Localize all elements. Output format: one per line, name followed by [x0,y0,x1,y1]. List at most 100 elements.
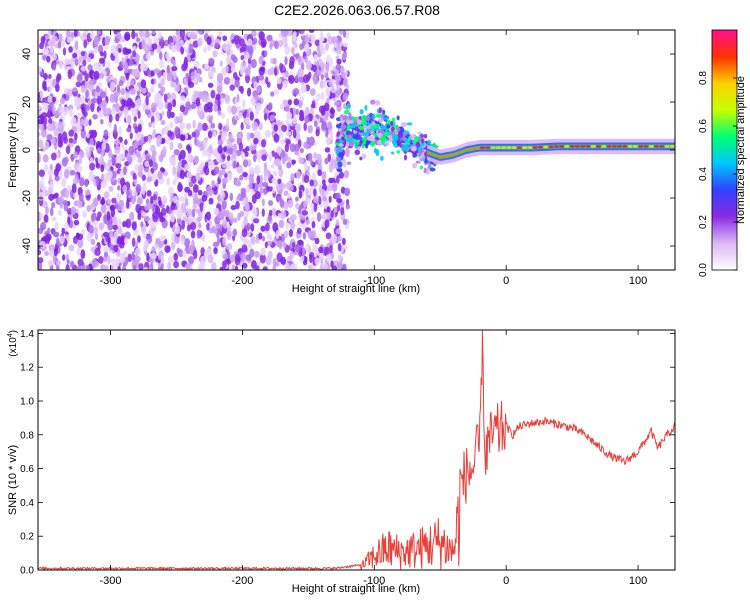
noise-blob [331,92,336,99]
noise-blob [73,219,80,226]
noise-blob [140,79,147,89]
noise-blob [185,72,190,79]
noise-blob [270,163,275,169]
noise-blob [293,30,297,37]
noise-blob [325,130,329,138]
snr-y-tick-label: 0.0 [20,566,34,577]
noise-blob [50,125,54,132]
noise-blob [92,129,97,139]
noise-blob [208,144,213,154]
snr-x-axis: -300 -200 -100 0 100 [100,330,647,587]
signal-blob [397,133,403,139]
noise-blob [281,156,286,165]
noise-blob [107,158,112,168]
spectrogram-y-label: Frequency (Hz) [7,112,19,188]
noise-blob [90,212,97,222]
noise-blob [335,63,342,71]
noise-blob [144,108,151,116]
noise-blob [44,42,48,48]
snr-panel: -300 -200 -100 0 100 0.0 0.2 0.4 0.6 0.8 1.0 1.2 1.… [7,329,676,595]
noise-blob [131,251,135,262]
noise-blob [282,242,287,249]
noise-blob [342,263,347,270]
noise-blob [236,194,241,201]
noise-blob [279,139,286,145]
signal-blob [354,149,361,156]
noise-blob [54,175,60,182]
noise-blob [250,30,257,37]
noise-blob [82,59,87,67]
noise-blob [266,231,271,240]
noise-blob [45,206,49,215]
spectrogram-heatmap [38,30,675,270]
noise-blob [254,130,261,138]
noise-blob [185,144,191,151]
signal-blob [403,154,408,161]
signal-blob [348,115,352,121]
noise-blob [319,39,323,49]
noise-blob [227,224,232,233]
noise-blob [280,103,285,110]
noise-blob [213,104,218,112]
noise-blob [124,31,131,41]
noise-blob [283,190,289,197]
noise-blob [285,131,292,137]
snr-y-label: SNR (10 * v/v) [7,445,19,515]
noise-blob [177,142,183,150]
noise-blob [90,102,95,113]
noise-blob [342,78,348,87]
noise-blob [75,97,81,106]
noise-blob [155,205,161,215]
noise-blob [135,183,142,194]
signal-blob [350,122,356,129]
noise-blob [297,227,302,235]
noise-blob [98,222,105,230]
noise-blob [134,133,141,141]
noise-blob [289,264,296,270]
noise-blob [302,74,309,84]
noise-blob [124,231,131,240]
noise-blob [306,136,310,145]
noise-blob [342,30,347,38]
noise-blob [148,159,153,168]
noise-blob [176,217,182,225]
noise-blob [211,225,216,234]
noise-blob [134,68,140,78]
noise-blob [225,64,229,73]
noise-blob [333,206,338,213]
noise-blob [240,252,247,262]
noise-blob [320,73,324,81]
noise-blob [190,230,196,239]
noise-blob [38,140,44,149]
noise-blob [264,50,268,58]
noise-blob [268,200,274,206]
noise-blob [52,96,57,103]
noise-blob [340,206,345,216]
signal-blob [419,155,423,160]
noise-blob [303,161,308,172]
noise-blob [188,244,195,254]
carrier-peak [490,146,496,150]
carrier-peak [527,146,533,150]
noise-blob [117,47,122,54]
noise-blob [124,139,128,146]
noise-blob [52,53,57,61]
noise-blob [120,177,126,188]
colorbar-tick-label: 0.4 [698,167,709,181]
noise-blob [137,156,143,164]
carrier-peak [585,145,591,148]
noise-blob [171,65,178,72]
noise-blob [248,166,255,176]
noise-blob [271,150,275,158]
noise-blob [193,155,199,165]
noise-blob [213,207,220,216]
signal-blob [362,132,368,137]
noise-blob [101,99,107,107]
noise-blob [201,149,208,157]
noise-blob [244,73,251,84]
noise-blob [158,200,162,207]
noise-blob [228,212,234,220]
noise-blob [125,190,130,197]
noise-blob [97,67,105,73]
noise-blob [149,222,156,229]
